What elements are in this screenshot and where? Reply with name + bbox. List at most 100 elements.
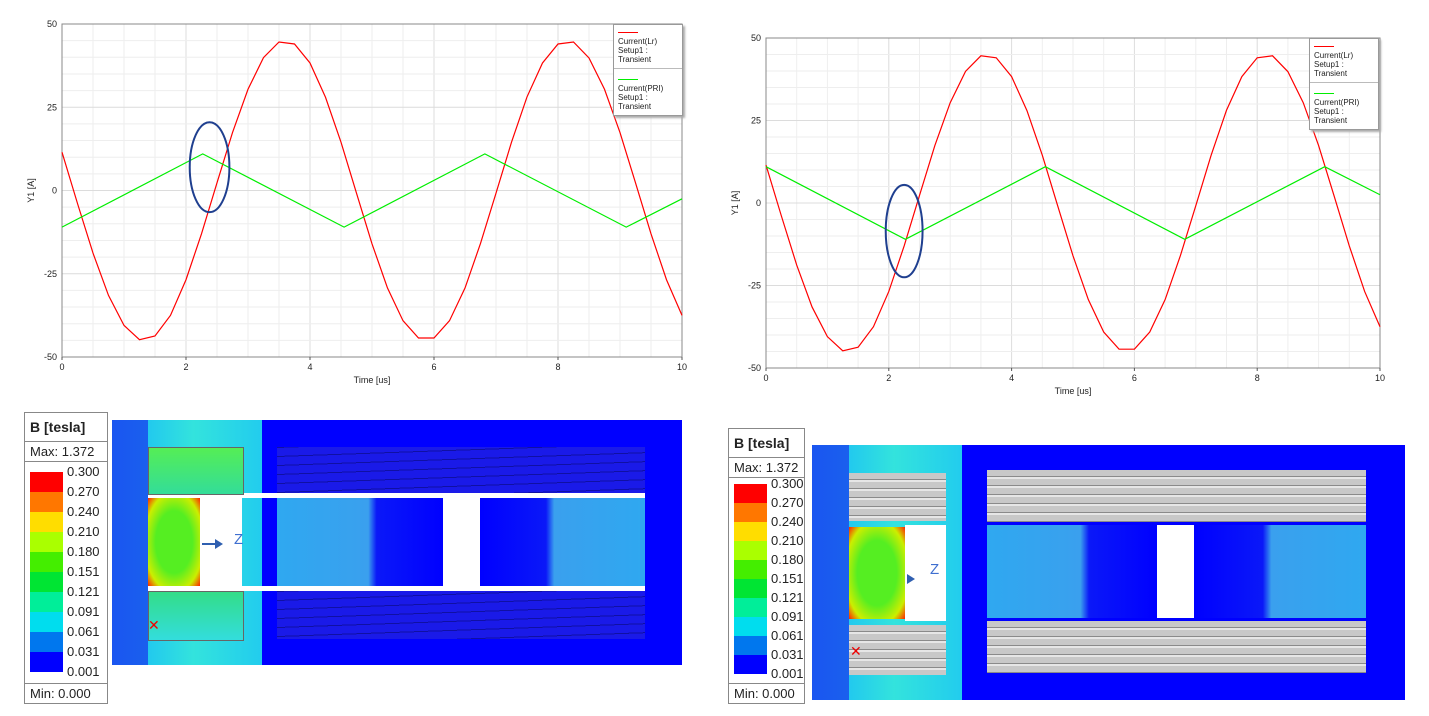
- field-color-legend-left: B [tesla] Max: 1.372 Min: 0.000 0.300 0.2…: [24, 412, 108, 704]
- x-tick-label: 10: [677, 362, 687, 372]
- color-band: [30, 532, 63, 552]
- color-band: [30, 492, 63, 512]
- color-band: [734, 522, 767, 541]
- y-axis-label: Y1 [A]: [26, 178, 36, 203]
- y-tick-label: 0: [52, 186, 57, 196]
- color-band: [30, 612, 63, 632]
- z-axis-arrow-icon: [202, 543, 216, 545]
- window: [905, 525, 946, 621]
- legend-max: Max: 1.372: [25, 442, 107, 462]
- core-mid-right: [1194, 525, 1366, 618]
- legend-min: Min: 0.000: [729, 683, 804, 703]
- plot-frame: [765, 37, 1381, 369]
- legend-title: B [tesla]: [729, 429, 804, 458]
- core-gap: [1157, 525, 1194, 618]
- color-band-label: 0.151: [67, 564, 100, 579]
- gap-slit-bottom: [148, 586, 645, 591]
- color-band-label: 0.300: [771, 476, 804, 491]
- color-band-label: 0.121: [67, 584, 100, 599]
- core-bottom: [277, 591, 645, 639]
- core-top: [277, 447, 645, 495]
- color-band-label: 0.121: [771, 590, 804, 605]
- color-band-label: 0.061: [771, 628, 804, 643]
- y-tick-label: 25: [751, 116, 761, 126]
- x-tick-label: 2: [886, 373, 891, 383]
- y-tick-label: -25: [748, 281, 761, 291]
- gap-slit-top: [148, 493, 645, 498]
- series-line-current-lr: [61, 41, 683, 341]
- legend-entry-lr: Current(Lr) Setup1 : Transient: [1310, 39, 1378, 82]
- color-band: [734, 655, 767, 674]
- y-axis-label: Y1 [A]: [730, 191, 740, 216]
- x-tick-label: 0: [59, 362, 64, 372]
- series-line-current-pri: [61, 153, 683, 228]
- x-tick-label: 6: [431, 362, 436, 372]
- color-band-label: 0.210: [771, 533, 804, 548]
- legend-entry-pri: Current(PRI) Setup1 : Transient: [614, 68, 682, 115]
- x-tick-label: 10: [1375, 373, 1385, 383]
- x-axis-label: Time [us]: [354, 375, 391, 385]
- x-tick-label: 8: [555, 362, 560, 372]
- color-band: [30, 512, 63, 532]
- color-band-label: 0.210: [67, 524, 100, 539]
- y-tick-label: 50: [47, 19, 57, 29]
- chart-right: 0 2 4 6 8 10 -50 -25 0 25 50 Time [us] Y1 [A]: [730, 33, 1385, 396]
- annotation-ellipse: [188, 121, 231, 214]
- winding-bottom: [987, 621, 1366, 673]
- coil-upper: [148, 447, 244, 495]
- y-tick-label: -50: [44, 352, 57, 362]
- core-mid-left: [277, 498, 443, 588]
- coil-winding: [148, 498, 200, 586]
- color-band-label: 0.300: [67, 464, 100, 479]
- color-band-label: 0.001: [67, 664, 100, 679]
- x-tick-label: 8: [1255, 373, 1260, 383]
- chart-legend-right: Current(Lr) Setup1 : Transient Current(PR…: [1309, 38, 1379, 130]
- core-mid-right: [480, 498, 645, 588]
- x-tick-label: 2: [183, 362, 188, 372]
- color-band-label: 0.270: [67, 484, 100, 499]
- plot-frame: [61, 23, 683, 358]
- legend-entry-pri: Current(PRI) Setup1 : Transient: [1310, 82, 1378, 129]
- color-band-label: 0.061: [67, 624, 100, 639]
- color-band: [734, 541, 767, 560]
- color-band-label: 0.031: [67, 644, 100, 659]
- color-band: [30, 552, 63, 572]
- color-band: [30, 652, 63, 672]
- x-tick-label: 4: [307, 362, 312, 372]
- field-color-legend-right: B [tesla] Max: 1.372 Min: 0.000 0.300 0.2…: [728, 428, 805, 704]
- core-gap: [443, 498, 480, 588]
- y-tick-label: 25: [47, 102, 57, 112]
- x-tick-label: 0: [763, 373, 768, 383]
- color-band: [30, 632, 63, 652]
- color-band-label: 0.180: [67, 544, 100, 559]
- coil-lower: [849, 625, 946, 675]
- legend-entry-lr: Current(Lr) Setup1 : Transient: [614, 25, 682, 68]
- legend-title: B [tesla]: [25, 413, 107, 442]
- x-tick-label: 6: [1132, 373, 1137, 383]
- field-plot-right: Z ✕: [812, 445, 1405, 700]
- color-band: [30, 472, 63, 492]
- color-band-label: 0.180: [771, 552, 804, 567]
- color-band-label: 0.240: [771, 514, 804, 529]
- series-line-current-lr: [765, 55, 1381, 352]
- y-tick-label: -50: [748, 363, 761, 373]
- series-line-current-pri: [765, 166, 1381, 240]
- legend-min: Min: 0.000: [25, 683, 107, 703]
- z-axis-label: Z: [234, 531, 244, 548]
- legend-max: Max: 1.372: [729, 458, 804, 478]
- core-mid-left: [987, 525, 1157, 618]
- field-plot-left: Z ✕: [112, 420, 682, 665]
- coil-lower: [148, 591, 244, 641]
- coil-winding: [849, 527, 905, 619]
- winding-top: [987, 470, 1366, 522]
- color-band: [734, 598, 767, 617]
- color-band: [734, 617, 767, 636]
- x-tick-label: 4: [1009, 373, 1014, 383]
- color-band: [734, 560, 767, 579]
- y-tick-label: 0: [756, 198, 761, 208]
- color-band-label: 0.091: [67, 604, 100, 619]
- color-band: [734, 484, 767, 503]
- coil-upper: [849, 473, 946, 521]
- color-band: [734, 636, 767, 655]
- color-band: [30, 572, 63, 592]
